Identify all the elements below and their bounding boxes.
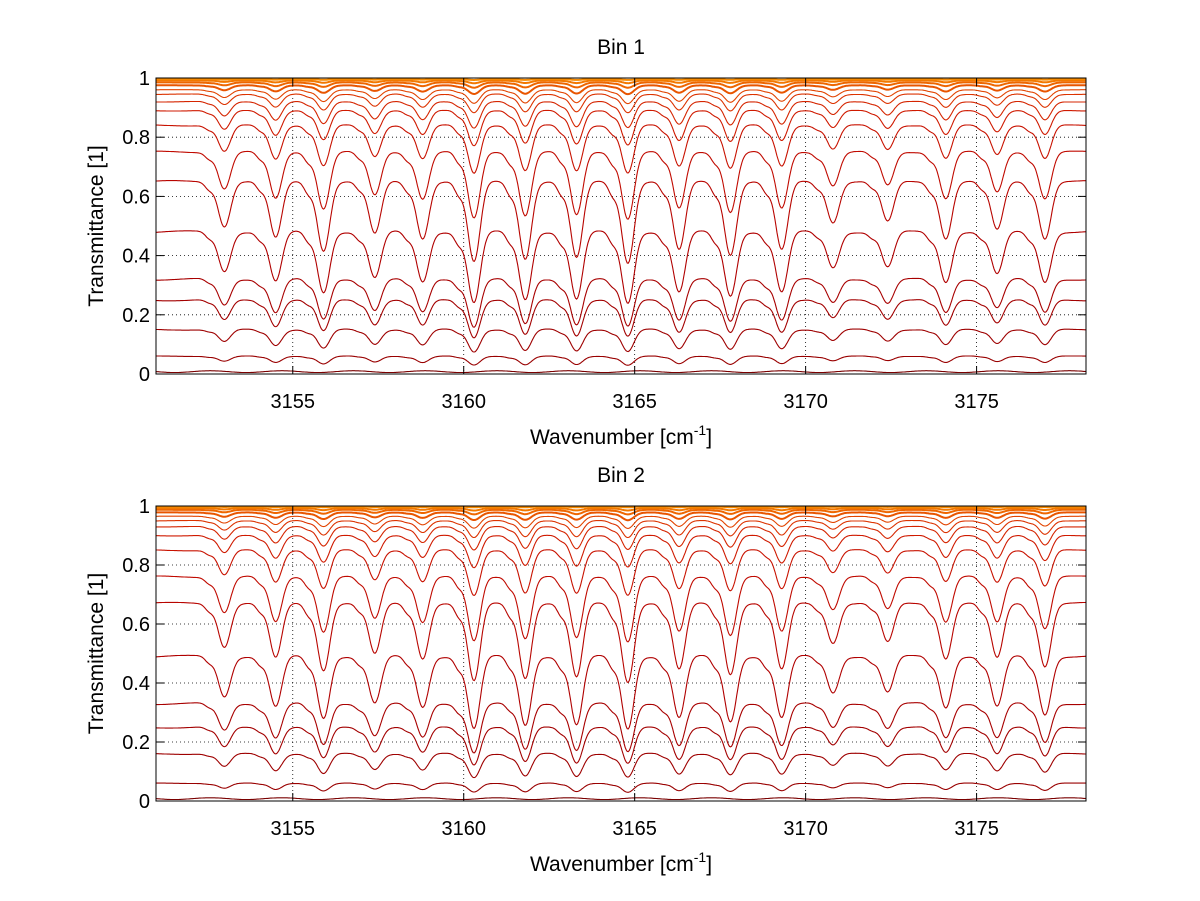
- series-line: [156, 77, 1086, 81]
- x-axis-label: Wavenumber [cm-1]: [530, 422, 712, 449]
- axes-box: [155, 505, 1087, 802]
- x-tick-label: 3170: [783, 818, 828, 840]
- series-line: [156, 355, 1086, 366]
- x-axis-label-main: Wavenumber [cm: [530, 426, 694, 449]
- y-tick-label: 0.6: [122, 614, 150, 636]
- series-line: [156, 654, 1086, 730]
- series-line: [156, 575, 1086, 643]
- y-tick-label: 0.4: [122, 673, 150, 695]
- series-line: [156, 601, 1086, 684]
- series-line: [156, 150, 1086, 220]
- x-axis-label-superscript: -1: [694, 849, 707, 865]
- y-tick-label: 0.8: [122, 127, 150, 149]
- x-tick-label: 3175: [954, 391, 999, 413]
- chart-title: Bin 1: [597, 36, 645, 59]
- chart-panel-1: Bin 1 3155 3160 3165 3170 3175 0 0.2 0.4 0.6 0.8 1 W…: [85, 36, 1087, 449]
- series-line: [156, 797, 1086, 801]
- x-tick-label: 3165: [612, 818, 657, 840]
- series-line: [156, 508, 1086, 516]
- series-line: [156, 89, 1086, 105]
- x-tick-label: 3160: [441, 818, 486, 840]
- y-axis-label: Transmittance [1]: [85, 145, 108, 306]
- axes-box: [155, 77, 1087, 375]
- x-tick-label: 3155: [271, 391, 316, 413]
- series-line: [156, 519, 1086, 539]
- series-line: [156, 534, 1086, 569]
- series-group: [156, 505, 1086, 801]
- chart-title: Bin 2: [597, 464, 645, 487]
- x-tick-label: 3165: [612, 391, 657, 413]
- y-tick-label: 0.2: [122, 732, 150, 754]
- series-line: [156, 277, 1086, 328]
- x-tick-label: 3160: [441, 391, 486, 413]
- x-axis-label-end: ]: [706, 853, 712, 876]
- y-axis-label: Transmittance [1]: [85, 573, 108, 734]
- series-line: [156, 84, 1086, 96]
- series-line: [156, 100, 1086, 129]
- series-line: [156, 549, 1086, 597]
- series-line: [156, 124, 1086, 174]
- series-line: [156, 505, 1086, 509]
- y-tick-label: 0.6: [122, 186, 150, 208]
- y-tick-label: 0.4: [122, 246, 150, 268]
- y-tick-label: 0: [139, 791, 150, 813]
- series-line: [156, 511, 1086, 522]
- series-line: [156, 782, 1086, 793]
- series-line: [156, 702, 1086, 754]
- series-line: [156, 81, 1086, 89]
- series-line: [156, 230, 1086, 304]
- series-line: [156, 515, 1086, 529]
- x-tick-label: 3155: [271, 818, 316, 840]
- y-tick-label: 0.8: [122, 555, 150, 577]
- series-line: [156, 752, 1086, 779]
- series-line: [156, 79, 1086, 85]
- x-axis-label-main: Wavenumber [cm: [530, 853, 694, 876]
- series-line: [156, 299, 1086, 339]
- y-tick-label: 1: [139, 496, 150, 518]
- series-line: [156, 726, 1086, 766]
- series-line: [156, 328, 1086, 353]
- series-line: [156, 93, 1086, 114]
- x-tick-label: 3175: [954, 818, 999, 840]
- series-line: [156, 109, 1086, 147]
- x-axis-label-end: ]: [706, 426, 712, 449]
- x-axis-label-superscript: -1: [694, 422, 707, 438]
- y-tick-label: 1: [139, 68, 150, 90]
- x-tick-label: 3170: [783, 391, 828, 413]
- chart-panel-2: Bin 2 3155 3160 3165 3170 3175 0 0.2 0.4 0.6 0.8 1 W…: [85, 464, 1087, 876]
- y-tick-label: 0: [139, 364, 150, 386]
- series-line: [156, 370, 1086, 374]
- y-tick-label: 0.2: [122, 305, 150, 327]
- series-line: [156, 507, 1086, 512]
- series-line: [156, 525, 1086, 551]
- x-axis-label: Wavenumber [cm-1]: [530, 849, 712, 876]
- series-line: [156, 180, 1086, 264]
- grid-lines: [156, 506, 1086, 801]
- series-group: [156, 77, 1086, 374]
